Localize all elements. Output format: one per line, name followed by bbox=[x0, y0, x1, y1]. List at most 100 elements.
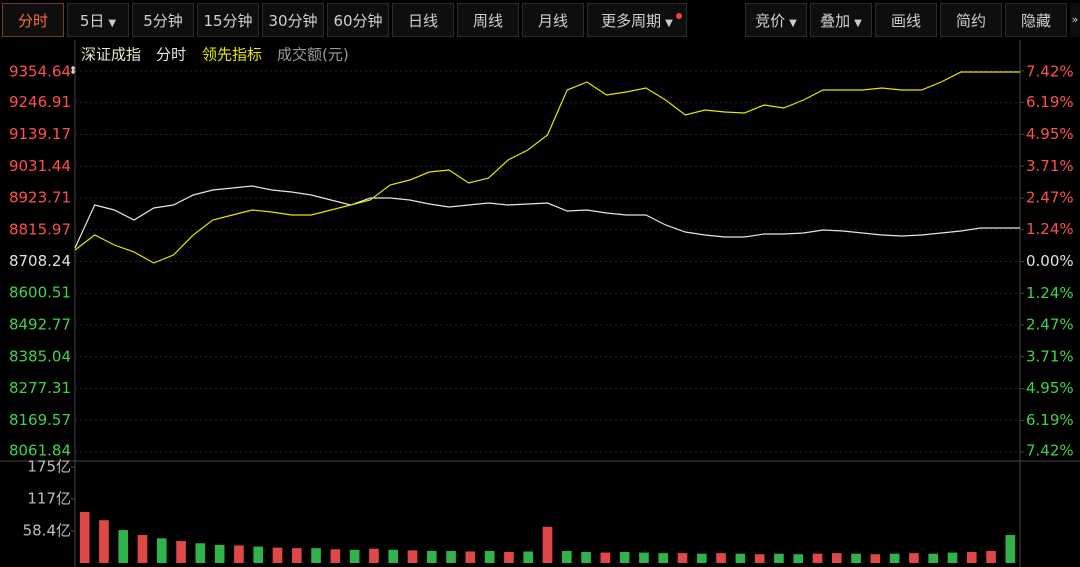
legend-entry: 分时 bbox=[156, 46, 186, 64]
tab[interactable]: 叠加 ▼ bbox=[810, 3, 872, 37]
chart-title: 深证成指 bbox=[81, 46, 141, 64]
tab[interactable]: 竞价 ▼ bbox=[745, 3, 807, 37]
volume-bar bbox=[542, 526, 553, 563]
volume-bar bbox=[581, 552, 591, 563]
tab-label: 30分钟 bbox=[268, 12, 318, 30]
volume-bar bbox=[291, 548, 302, 563]
volume-bar bbox=[754, 554, 765, 563]
legend-entry: 领先指标 bbox=[202, 46, 262, 64]
volume-bar bbox=[137, 535, 148, 563]
volume-bar bbox=[774, 553, 784, 563]
y-tick-label: 117亿 bbox=[27, 489, 71, 507]
tab[interactable]: 隐藏 bbox=[1005, 3, 1067, 37]
y2-tick-label: 2.47% bbox=[1026, 315, 1074, 333]
y-tick-label: 8385.04 bbox=[9, 347, 71, 365]
y-tick-label: 8815.97 bbox=[9, 220, 71, 238]
tab[interactable]: 日线 bbox=[392, 3, 454, 37]
y2-tick-label: 4.95% bbox=[1026, 125, 1074, 143]
volume-bar bbox=[677, 553, 688, 563]
y2-tick-label: 1.24% bbox=[1026, 220, 1074, 238]
caret: ▼ bbox=[108, 18, 117, 29]
tab-label: 画线 bbox=[890, 12, 921, 30]
y-tick-label: 8708.24 bbox=[9, 252, 71, 270]
volume-bar bbox=[735, 553, 746, 563]
y2-tick-label: 7.42% bbox=[1026, 442, 1074, 460]
volume-bar bbox=[234, 545, 244, 563]
y-tick-label: 8492.77 bbox=[9, 316, 71, 334]
volume-bar bbox=[812, 553, 823, 563]
volume-bar bbox=[600, 552, 611, 563]
tab-label: 月线 bbox=[537, 12, 568, 30]
volume-bar bbox=[272, 547, 283, 563]
tab[interactable]: 月线 bbox=[522, 3, 584, 37]
tab[interactable]: 60分钟 bbox=[327, 3, 389, 37]
tab[interactable]: 5日 ▼ bbox=[67, 3, 129, 37]
y-tick-label: 8169.57 bbox=[9, 411, 71, 429]
y2-tick-label: 1.24% bbox=[1026, 284, 1074, 302]
tab-label: 日线 bbox=[407, 12, 438, 30]
volume-bar bbox=[561, 550, 572, 563]
chart: 深证成指 分时 领先指标 成交额(元) ⬍ 9354.64 9246.91 9139… bbox=[0, 40, 1080, 567]
volume-bar bbox=[214, 544, 225, 563]
volume-bar bbox=[986, 550, 996, 563]
y2-tick-label: 6.19% bbox=[1026, 411, 1074, 429]
tab[interactable]: 更多周期 ▼ bbox=[587, 3, 687, 37]
volume-bar bbox=[658, 553, 669, 563]
y-tick-label: 58.4亿 bbox=[23, 521, 71, 539]
tab[interactable]: 5分钟 bbox=[132, 3, 194, 37]
volume-bar bbox=[79, 511, 90, 563]
caret: ▼ bbox=[789, 18, 797, 29]
y-tick-label: 9246.91 bbox=[9, 93, 71, 111]
volume-bar bbox=[349, 549, 360, 563]
volume-bar bbox=[330, 549, 341, 563]
volume-bar bbox=[928, 553, 939, 563]
y2-tick-label: 6.19% bbox=[1026, 93, 1074, 111]
tab[interactable]: 15分钟 bbox=[197, 3, 259, 37]
resize-icon[interactable]: ⬍ bbox=[68, 64, 77, 77]
tab-label: 简约 bbox=[955, 12, 986, 30]
y2-tick-label: 4.95% bbox=[1026, 379, 1074, 397]
series-line bbox=[74, 185, 1020, 249]
y-tick-label: 9354.64 bbox=[9, 63, 71, 81]
tab[interactable]: 分时 bbox=[2, 3, 64, 37]
volume-bar bbox=[619, 552, 630, 563]
volume-bar bbox=[851, 553, 861, 563]
tab-label: 分时 bbox=[17, 12, 48, 30]
volume-bar bbox=[889, 553, 900, 563]
expand-icon[interactable]: » bbox=[1070, 3, 1080, 37]
tab[interactable]: 周线 bbox=[457, 3, 519, 37]
volume-bar bbox=[639, 552, 649, 563]
volume-bar bbox=[465, 551, 476, 563]
tab[interactable]: 画线 bbox=[875, 3, 937, 37]
volume-bar bbox=[118, 530, 129, 563]
y-tick-label: 8923.71 bbox=[9, 188, 71, 206]
volume-bar bbox=[426, 550, 437, 563]
tab[interactable]: 30分钟 bbox=[262, 3, 324, 37]
volume-bar bbox=[716, 553, 726, 563]
volume-bar bbox=[696, 553, 707, 563]
volume-bar bbox=[504, 552, 514, 563]
y-tick-label: 8061.84 bbox=[9, 442, 71, 460]
caret: ▼ bbox=[854, 18, 862, 29]
volume-bar bbox=[407, 550, 418, 563]
tab-label: 周线 bbox=[472, 12, 503, 30]
y2-tick-label: 0.00% bbox=[1026, 252, 1074, 270]
y-tick-label: 175亿 bbox=[27, 458, 71, 476]
volume-bar bbox=[831, 553, 842, 563]
volume-bar bbox=[793, 554, 804, 563]
volume-bar bbox=[253, 546, 264, 563]
tab-label: 15分钟 bbox=[203, 12, 253, 30]
tab-label: 叠加 bbox=[820, 12, 851, 30]
caret: ▼ bbox=[665, 18, 673, 29]
volume-bar bbox=[369, 548, 379, 563]
volume-bar bbox=[311, 548, 321, 563]
volume-bar bbox=[947, 552, 958, 563]
tab-label: 5日 bbox=[79, 12, 105, 30]
y2-tick-label: 3.71% bbox=[1026, 347, 1074, 365]
tab-label: 竞价 bbox=[755, 12, 786, 30]
tab[interactable]: 简约 bbox=[940, 3, 1002, 37]
volume-title: 成交额(元) bbox=[277, 46, 349, 64]
volume-bar bbox=[870, 554, 881, 563]
volume-bar bbox=[195, 543, 206, 563]
